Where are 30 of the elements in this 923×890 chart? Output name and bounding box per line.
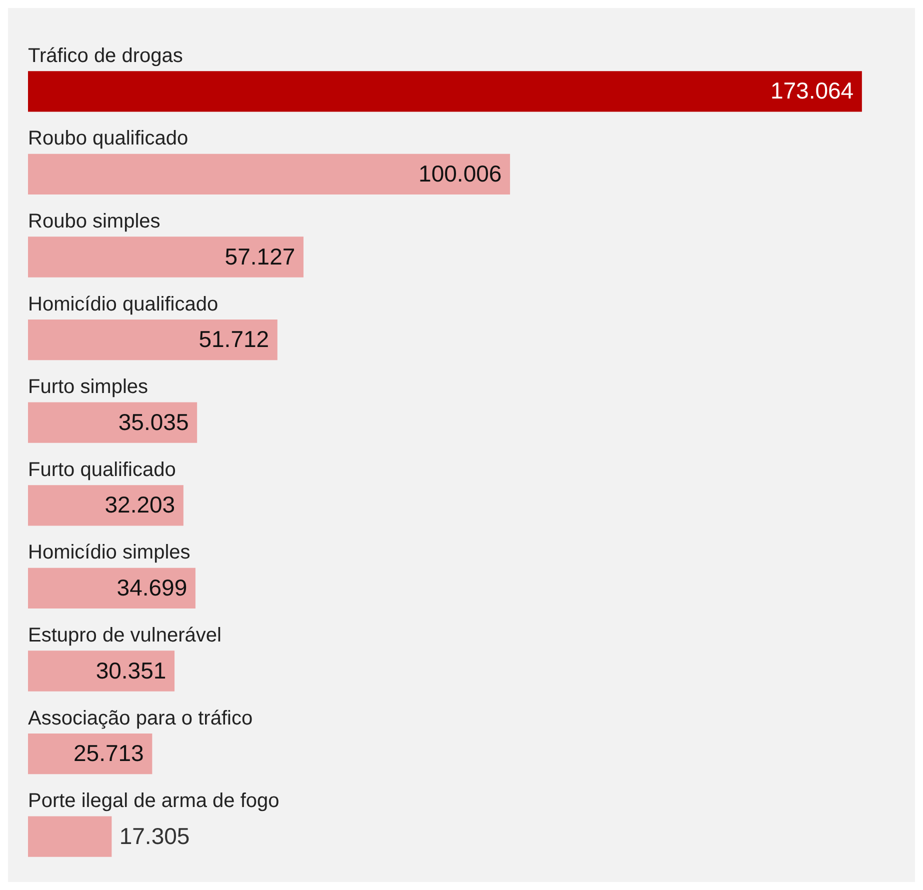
y-tick-label: Roubo qualificado: [28, 128, 188, 150]
data-label: 35.035: [118, 408, 189, 435]
data-label: 32.203: [104, 492, 176, 518]
bar: [28, 816, 112, 857]
data-label: 17.305: [119, 822, 190, 849]
y-tick-label: Estupro de vulnerável: [28, 624, 222, 647]
data-label: 100.006: [418, 160, 502, 187]
data-label: 173.064: [770, 78, 854, 104]
data-label: 34.699: [116, 574, 188, 601]
bar: [28, 319, 278, 360]
bar: [28, 154, 510, 195]
data-label: 30.351: [96, 657, 166, 684]
y-tick-label: Porte ilegal de arma de fogo: [28, 790, 280, 812]
data-label: 25.713: [73, 740, 144, 766]
bar: [28, 236, 304, 278]
y-tick-label: Furto simples: [28, 376, 148, 398]
bar: [28, 733, 152, 774]
data-label: 51.712: [198, 326, 270, 352]
y-tick-label: Tráfico de drogas: [28, 44, 183, 67]
y-tick-label: Associação para o tráfico: [28, 707, 253, 730]
bar: [28, 402, 198, 443]
bar: [28, 650, 175, 692]
bar: [28, 71, 862, 112]
y-tick-label: Homicídio simples: [28, 542, 190, 564]
y-tick-label: Furto qualificado: [28, 458, 176, 481]
bar: [28, 568, 196, 609]
y-tick-label: Roubo simples: [28, 210, 160, 233]
y-tick-label: Homicídio qualificado: [28, 293, 218, 316]
data-label: 57.127: [224, 243, 296, 270]
bar: [28, 485, 184, 526]
